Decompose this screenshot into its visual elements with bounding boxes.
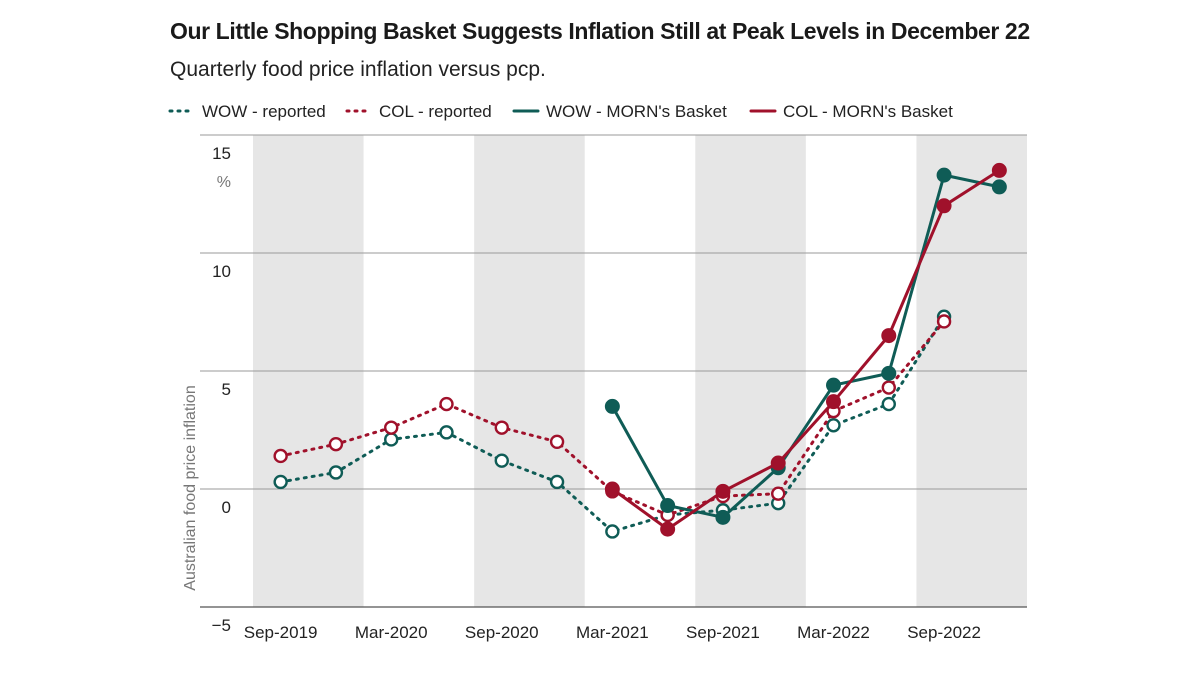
data-point — [826, 377, 841, 393]
legend: WOW - reported COL - reported WOW - MORN's… — [168, 102, 953, 121]
data-point — [715, 509, 731, 525]
data-point — [660, 498, 676, 514]
x-tick-label: Sep-2022 — [907, 623, 981, 642]
series-line-0 — [279, 315, 946, 533]
legend-label: WOW - MORN's Basket — [546, 102, 727, 121]
x-tick-label: Mar-2022 — [797, 623, 870, 642]
series-layer — [273, 162, 1007, 539]
data-point — [549, 434, 565, 449]
x-tick-label: Sep-2020 — [465, 623, 539, 642]
data-point — [273, 448, 288, 464]
data-point — [991, 179, 1007, 195]
chart-title: Our Little Shopping Basket Suggests Infl… — [170, 18, 1030, 44]
data-point — [494, 420, 509, 435]
data-point — [715, 483, 731, 499]
x-tick-label: Mar-2020 — [355, 623, 428, 642]
legend-label: COL - MORN's Basket — [783, 102, 953, 121]
data-point — [936, 314, 952, 329]
data-point — [604, 398, 620, 414]
legend-label: WOW - reported — [202, 102, 326, 121]
data-point — [881, 328, 897, 344]
series-line-3 — [610, 168, 1001, 531]
x-tick-label: Sep-2021 — [686, 623, 760, 642]
y-tick-label: −5 — [212, 616, 231, 635]
data-point — [494, 453, 509, 468]
data-point — [549, 474, 565, 490]
data-point — [881, 396, 896, 412]
data-point — [384, 420, 399, 435]
y-tick-label: 10 — [212, 262, 231, 281]
data-point — [439, 396, 454, 412]
data-point — [439, 425, 454, 440]
chart-subtitle: Quarterly food price inflation versus pc… — [170, 58, 546, 81]
data-point — [770, 455, 786, 471]
y-unit-label: % — [217, 174, 231, 191]
x-tick-label: Sep-2019 — [244, 623, 318, 642]
data-point — [936, 167, 952, 183]
data-point — [273, 474, 288, 490]
data-point — [936, 198, 952, 214]
axes: 15 10 5 0 −5% Australian food price inflation… — [182, 144, 1027, 642]
data-point — [991, 162, 1007, 178]
series-line-2 — [610, 173, 1001, 519]
data-point — [881, 380, 896, 395]
data-point — [826, 394, 841, 410]
data-point — [660, 521, 676, 537]
data-point — [881, 365, 897, 381]
data-point — [604, 481, 620, 497]
x-tick-label: Mar-2021 — [576, 623, 649, 642]
data-point — [605, 524, 620, 539]
data-point — [771, 486, 786, 501]
y-tick-label: 0 — [222, 498, 231, 517]
data-point — [328, 465, 344, 480]
y-tick-label: 5 — [222, 380, 231, 399]
y-tick-label: 15 — [212, 144, 231, 163]
legend-label: COL - reported — [379, 102, 492, 121]
y-axis-title: Australian food price inflation — [182, 385, 199, 590]
data-point — [826, 418, 841, 433]
data-point — [384, 432, 399, 447]
data-point — [328, 436, 344, 452]
